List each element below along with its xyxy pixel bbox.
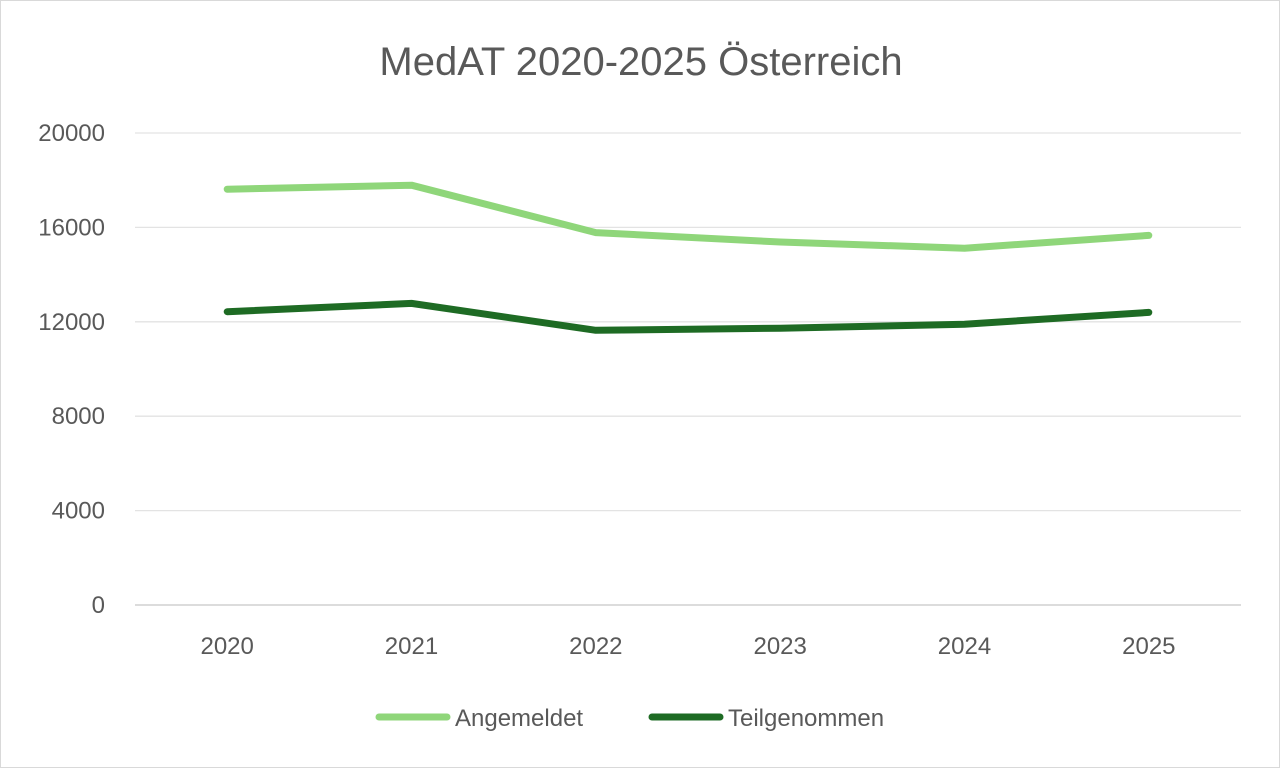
- y-tick-label: 8000: [52, 403, 105, 430]
- y-axis-ticks: 0 4000 8000 12000 16000 20000: [38, 120, 105, 619]
- legend-item-angemeldet: Angemeldet: [375, 705, 583, 732]
- legend-label: Angemeldet: [455, 705, 583, 732]
- y-tick-label: 16000: [38, 214, 105, 241]
- x-tick-label: 2023: [753, 633, 806, 660]
- y-tick-label: 0: [92, 592, 105, 619]
- x-tick-label: 2025: [1122, 633, 1175, 660]
- legend-label: Teilgenommen: [728, 705, 884, 732]
- chart-title: MedAT 2020-2025 Österreich: [379, 40, 902, 84]
- legend: Angemeldet Teilgenommen: [375, 705, 884, 732]
- x-axis-ticks: 2020 2021 2022 2023 2024 2025: [200, 633, 1175, 660]
- series-line-angemeldet: [223, 181, 1153, 252]
- y-tick-label: 20000: [38, 120, 105, 147]
- x-tick-label: 2020: [200, 633, 253, 660]
- series-line-teilgenommen: [223, 299, 1153, 334]
- y-tick-label: 4000: [52, 498, 105, 525]
- x-tick-label: 2024: [938, 633, 991, 660]
- gridlines: [135, 132, 1241, 606]
- y-tick-label: 12000: [38, 309, 105, 336]
- x-tick-label: 2021: [385, 633, 438, 660]
- x-tick-label: 2022: [569, 633, 622, 660]
- legend-item-teilgenommen: Teilgenommen: [648, 705, 884, 732]
- series-lines: [223, 181, 1153, 334]
